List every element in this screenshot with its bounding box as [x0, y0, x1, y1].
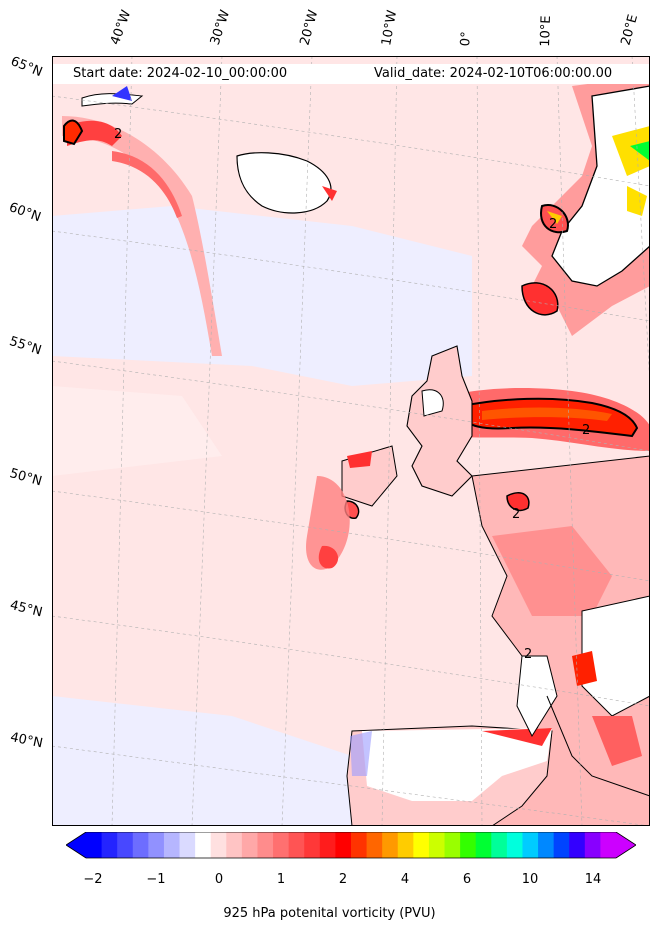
contour-label: 2 — [549, 217, 557, 232]
colorbar-min-extend — [66, 832, 86, 858]
latitude-label: 65°N — [8, 54, 45, 81]
colorbar-swatch — [101, 832, 118, 858]
map-panel: 2 2 2 2 2 — [52, 56, 650, 826]
colorbar-swatch — [179, 832, 196, 858]
colorbar-tick: 10 — [521, 872, 539, 887]
colorbar-swatch — [319, 832, 337, 858]
colorbar-tick: −2 — [83, 872, 103, 887]
colorbar-swatch — [460, 832, 477, 858]
colorbar — [66, 832, 636, 859]
longitude-label: 10°E — [538, 15, 555, 47]
colorbar-tick: 0 — [214, 872, 224, 887]
colorbar-swatch — [304, 832, 321, 858]
colorbar-tick: 1 — [276, 872, 286, 887]
colorbar-swatch — [600, 832, 617, 858]
longitude-label: 20°W — [297, 8, 322, 47]
colorbar-tick: 14 — [584, 872, 602, 887]
longitude-label: 30°W — [207, 8, 234, 47]
colorbar-swatch — [195, 832, 212, 858]
colorbar-tick: −1 — [146, 872, 166, 887]
colorbar-tick: 2 — [338, 872, 348, 887]
longitude-label: 20°E — [618, 12, 642, 48]
contour-label: 2 — [582, 423, 590, 438]
colorbar-swatch — [522, 832, 539, 858]
colorbar-swatch — [444, 832, 461, 858]
colorbar-tick: 6 — [462, 872, 472, 887]
colorbar-swatch — [335, 832, 352, 858]
colorbar-swatch — [86, 832, 103, 858]
colorbar-swatch — [241, 832, 259, 858]
colorbar-swatch — [210, 832, 227, 858]
colorbar-swatch — [553, 832, 570, 858]
contour-label: 2 — [512, 507, 520, 522]
colorbar-swatch — [491, 832, 508, 858]
start-date-label: Start date: 2024-02-10_00:00:00 — [73, 66, 288, 81]
latitude-label: 55°N — [7, 334, 44, 359]
colorbar-swatch — [475, 832, 492, 858]
contour-label: 2 — [524, 647, 532, 662]
colorbar-swatch — [506, 832, 524, 858]
latitude-label: 60°N — [6, 200, 43, 226]
colorbar-swatch — [428, 832, 446, 858]
colorbar-swatch — [397, 832, 414, 858]
colorbar-swatch — [382, 832, 399, 858]
longitude-label: 10°W — [379, 9, 401, 48]
colorbar-swatch — [148, 832, 165, 858]
colorbar-swatch — [163, 832, 181, 858]
colorbar-swatch — [257, 832, 274, 858]
colorbar-swatch — [351, 832, 368, 858]
colorbar-swatch — [273, 832, 290, 858]
latitude-label: 45°N — [8, 598, 44, 621]
colorbar-swatch — [117, 832, 134, 858]
colorbar-swatch — [538, 832, 555, 858]
colorbar-swatch — [569, 832, 586, 858]
longitude-label: 40°W — [107, 8, 135, 47]
colorbar-max-extend — [616, 832, 636, 858]
colorbar-tick: 4 — [400, 872, 410, 887]
longitude-label: 0° — [458, 30, 475, 47]
colorbar-swatch — [288, 832, 305, 858]
potential-vorticity-map: 2 2 2 2 2 — [52, 56, 650, 826]
colorbar-title: 925 hPa potenital vorticity (PVU) — [223, 906, 436, 921]
colorbar-swatch — [413, 832, 430, 858]
latitude-label: 40°N — [8, 730, 45, 752]
colorbar-swatch — [132, 832, 149, 858]
contour-label: 2 — [114, 127, 122, 142]
colorbar-swatch — [226, 832, 243, 858]
latitude-label: 50°N — [7, 466, 44, 490]
colorbar-swatch — [366, 832, 383, 858]
valid-date-label: Valid_date: 2024-02-10T06:00:00.00 — [374, 66, 613, 81]
header-strip — [53, 64, 649, 84]
colorbar-swatch — [584, 832, 602, 858]
